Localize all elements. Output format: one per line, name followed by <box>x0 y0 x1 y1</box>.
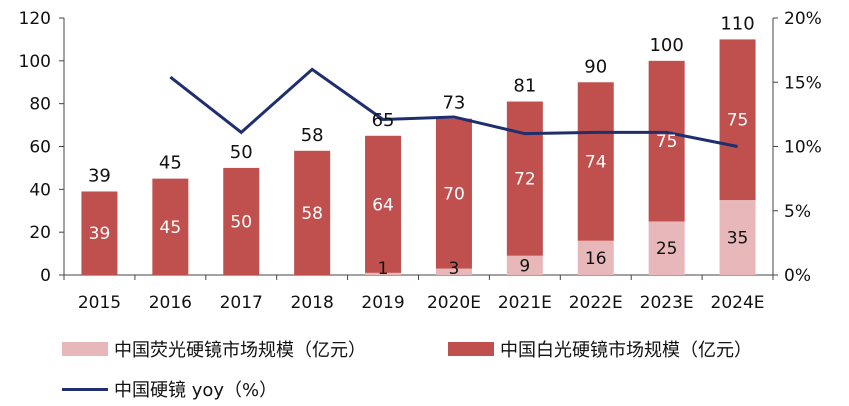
fluorescent-value-label: 16 <box>585 249 607 269</box>
total-value-label: 45 <box>159 153 182 174</box>
white-light-value-label: 70 <box>443 185 465 205</box>
bar-white-light <box>365 135 402 273</box>
white-light-value-label: 75 <box>727 111 749 131</box>
bar-white-light <box>506 101 543 256</box>
white-light-value-label: 72 <box>514 170 536 190</box>
total-value-label: 39 <box>88 165 111 186</box>
bar-white-light <box>223 167 260 275</box>
bar-white-light <box>719 39 756 201</box>
chart-axes: 0 20 40 60 80 100 120 0% 5% 10% 15% 20% 2015 2016 2017… <box>19 9 822 313</box>
bar-fluorescent <box>435 268 472 275</box>
y-left-tick-label: 100 <box>19 52 51 72</box>
white-light-value-label: 74 <box>585 152 607 172</box>
y-left-tick-label: 80 <box>29 95 51 115</box>
bar-fluorescent <box>719 200 756 275</box>
fluorescent-value-label: 3 <box>449 259 460 279</box>
white-light-value-label: 58 <box>301 204 323 224</box>
x-tick-label: 2018 <box>291 293 334 313</box>
chart-bars <box>81 39 756 275</box>
y-left-tick-label: 60 <box>29 138 51 158</box>
x-tick-label: 2024E <box>711 293 765 313</box>
total-value-label: 58 <box>301 125 324 146</box>
y-right-tick-label: 15% <box>784 73 822 93</box>
total-value-label: 100 <box>649 35 683 56</box>
x-tick-label: 2023E <box>640 293 694 313</box>
white-light-value-label: 64 <box>372 195 394 215</box>
total-value-label: 81 <box>513 76 536 97</box>
y-right-tick-label: 10% <box>784 138 822 158</box>
x-tick-label: 2019 <box>361 293 404 313</box>
bar-white-light <box>435 118 472 269</box>
x-tick-label: 2020E <box>427 293 481 313</box>
y-right-tick-label: 0% <box>784 266 811 286</box>
total-value-label: 73 <box>442 93 465 114</box>
total-value-label: 90 <box>584 56 607 77</box>
y-right-tick-label: 5% <box>784 202 811 222</box>
bar-fluorescent <box>648 221 685 275</box>
chart-data-labels: 39 39 45 45 50 50 58 58 65 64 1 73 70 3 81 72 9 90 74 16 100… <box>88 13 755 279</box>
y-left-tick-label: 40 <box>29 180 51 200</box>
white-light-value-label: 39 <box>89 224 111 244</box>
x-tick-label: 2021E <box>498 293 552 313</box>
bar-fluorescent <box>365 272 402 275</box>
bar-white-light <box>294 150 331 275</box>
total-value-label: 110 <box>720 13 754 34</box>
bar-fluorescent <box>577 240 614 275</box>
y-right-tick-label: 20% <box>784 9 822 29</box>
yoy-line-series <box>169 67 738 148</box>
x-tick-label: 2017 <box>220 293 263 313</box>
x-tick-label: 2015 <box>78 293 121 313</box>
bar-white-light <box>648 60 685 222</box>
fluorescent-value-label: 9 <box>519 256 530 276</box>
bar-fluorescent <box>506 255 543 275</box>
y-left-tick-label: 0 <box>40 266 51 286</box>
y-left-tick-label: 120 <box>19 9 51 29</box>
white-light-value-label: 45 <box>160 218 182 238</box>
y-left-tick-label: 20 <box>29 223 51 243</box>
fluorescent-value-label: 25 <box>656 239 678 259</box>
fluorescent-value-label: 1 <box>378 259 389 279</box>
bar-white-light <box>577 82 614 241</box>
x-tick-label: 2022E <box>569 293 623 313</box>
bar-white-light <box>81 191 118 275</box>
yoy-line <box>169 67 738 148</box>
x-tick-label: 2016 <box>149 293 192 313</box>
bar-white-light <box>152 178 189 275</box>
total-value-label: 65 <box>372 110 395 131</box>
white-light-value-label: 75 <box>656 132 678 152</box>
fluorescent-value-label: 35 <box>727 229 749 249</box>
total-value-label: 50 <box>230 142 253 163</box>
white-light-value-label: 50 <box>230 212 252 232</box>
